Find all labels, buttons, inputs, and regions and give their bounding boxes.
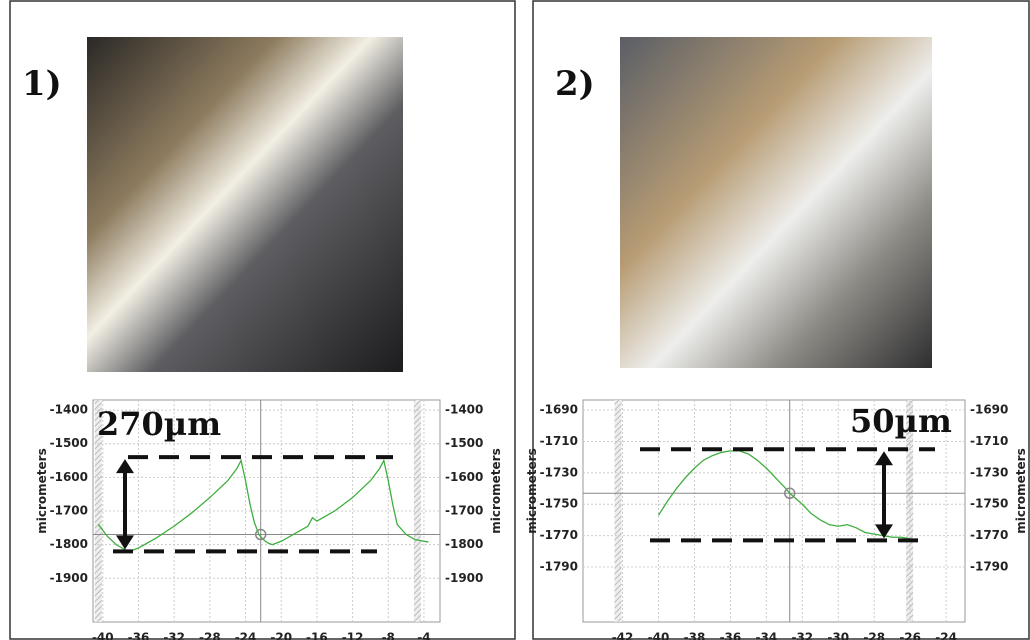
x-tick-label: -8 <box>382 631 395 640</box>
y-tick-label: -1690 <box>540 403 578 417</box>
y2-tick-label: -1700 <box>445 504 483 518</box>
y2-tick-label: -1730 <box>970 465 1008 479</box>
x-tick-label: -38 <box>684 631 706 640</box>
panel-frame <box>9 0 516 640</box>
arrow-head <box>116 459 134 474</box>
x-tick-label: -26 <box>899 631 921 640</box>
y2-tick-label: -1770 <box>970 528 1008 542</box>
arrow-head <box>875 451 893 466</box>
plot-area <box>582 399 966 623</box>
y2-tick-label: -1710 <box>970 434 1008 448</box>
y-tick-label: -1500 <box>50 436 88 450</box>
y-tick-label: -1800 <box>50 537 88 551</box>
y-tick-label: -1900 <box>50 571 88 585</box>
y2-tick-label: -1600 <box>445 470 483 484</box>
x-tick-label: -4 <box>417 631 430 640</box>
y-tick-label: -1730 <box>540 465 578 479</box>
x-tick-label: -34 <box>756 631 778 640</box>
x-tick-label: -28 <box>199 631 221 640</box>
y-tick-label: -1770 <box>540 528 578 542</box>
y2-tick-label: -1690 <box>970 403 1008 417</box>
y-axis-label: micrometers <box>525 448 539 533</box>
y2-tick-label: -1500 <box>445 436 483 450</box>
photo <box>87 37 403 372</box>
x-tick-label: -36 <box>720 631 742 640</box>
y-tick-label: -1600 <box>50 470 88 484</box>
cursor-point <box>783 487 796 500</box>
panel-label: 1) <box>22 64 62 104</box>
x-tick-label: -40 <box>92 631 114 640</box>
x-tick-label: -20 <box>270 631 292 640</box>
profile-line <box>657 450 911 540</box>
y2-tick-label: -1750 <box>970 497 1008 511</box>
y2-axis-label: micrometers <box>1014 448 1028 533</box>
y-tick-label: -1400 <box>50 403 88 417</box>
x-tick-label: -16 <box>306 631 328 640</box>
photo <box>620 37 932 368</box>
y2-tick-label: -1790 <box>970 560 1008 574</box>
x-tick-label: -24 <box>235 631 257 640</box>
x-tick-label: -32 <box>163 631 185 640</box>
x-tick-label: -24 <box>935 631 957 640</box>
panel-label: 2) <box>555 64 595 104</box>
x-tick-label: -32 <box>791 631 813 640</box>
y2-tick-label: -1900 <box>445 571 483 585</box>
x-tick-label: -40 <box>648 631 670 640</box>
x-tick-label: -28 <box>863 631 885 640</box>
x-tick-label: -42 <box>612 631 634 640</box>
arrow-head <box>116 535 134 550</box>
annotation: 270µm <box>97 405 221 443</box>
y2-tick-label: -1800 <box>445 537 483 551</box>
y-tick-label: -1710 <box>540 434 578 448</box>
x-tick-label: -12 <box>342 631 364 640</box>
arrow-head <box>875 524 893 539</box>
x-tick-label: -30 <box>827 631 849 640</box>
y2-axis-label: micrometers <box>489 448 503 533</box>
cursor-point <box>254 528 267 541</box>
y-axis-label: micrometers <box>35 448 49 533</box>
profile-line <box>97 458 429 553</box>
panel-frame <box>532 0 1030 640</box>
y2-tick-label: -1400 <box>445 403 483 417</box>
annotation: 50µm <box>850 402 952 440</box>
x-tick-label: -36 <box>128 631 150 640</box>
hatch <box>906 400 914 622</box>
hatch <box>614 400 622 622</box>
y-tick-label: -1700 <box>50 504 88 518</box>
y-tick-label: -1790 <box>540 560 578 574</box>
y-tick-label: -1750 <box>540 497 578 511</box>
